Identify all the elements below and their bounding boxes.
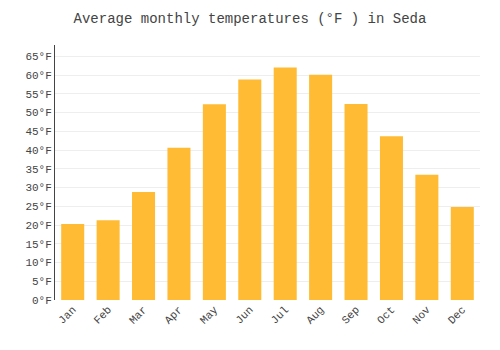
svg-text:10°F: 10°F: [25, 257, 51, 269]
svg-text:60°F: 60°F: [25, 70, 51, 82]
svg-text:Nov: Nov: [410, 304, 433, 327]
svg-text:Jan: Jan: [56, 304, 78, 326]
svg-text:Apr: Apr: [162, 304, 184, 326]
svg-text:Sep: Sep: [340, 304, 362, 326]
svg-text:45°F: 45°F: [25, 126, 51, 138]
svg-text:Oct: Oct: [375, 304, 397, 326]
svg-text:5°F: 5°F: [32, 276, 52, 288]
svg-text:Jul: Jul: [269, 304, 291, 326]
svg-text:Jun: Jun: [233, 304, 255, 326]
svg-text:55°F: 55°F: [25, 89, 51, 101]
svg-text:0°F: 0°F: [32, 295, 52, 307]
svg-text:Aug: Aug: [304, 304, 326, 326]
svg-text:15°F: 15°F: [25, 239, 51, 251]
svg-text:Mar: Mar: [127, 304, 149, 326]
svg-text:50°F: 50°F: [25, 107, 51, 119]
svg-text:Average monthly temperatures (: Average monthly temperatures (°F ) in Se…: [74, 11, 427, 27]
svg-text:May: May: [198, 304, 221, 327]
svg-text:35°F: 35°F: [25, 164, 51, 176]
svg-text:20°F: 20°F: [25, 220, 51, 232]
svg-text:Feb: Feb: [92, 304, 114, 326]
svg-text:30°F: 30°F: [25, 182, 51, 194]
svg-text:Dec: Dec: [446, 304, 468, 326]
svg-text:65°F: 65°F: [25, 51, 51, 63]
svg-text:25°F: 25°F: [25, 201, 51, 213]
svg-text:40°F: 40°F: [25, 145, 51, 157]
